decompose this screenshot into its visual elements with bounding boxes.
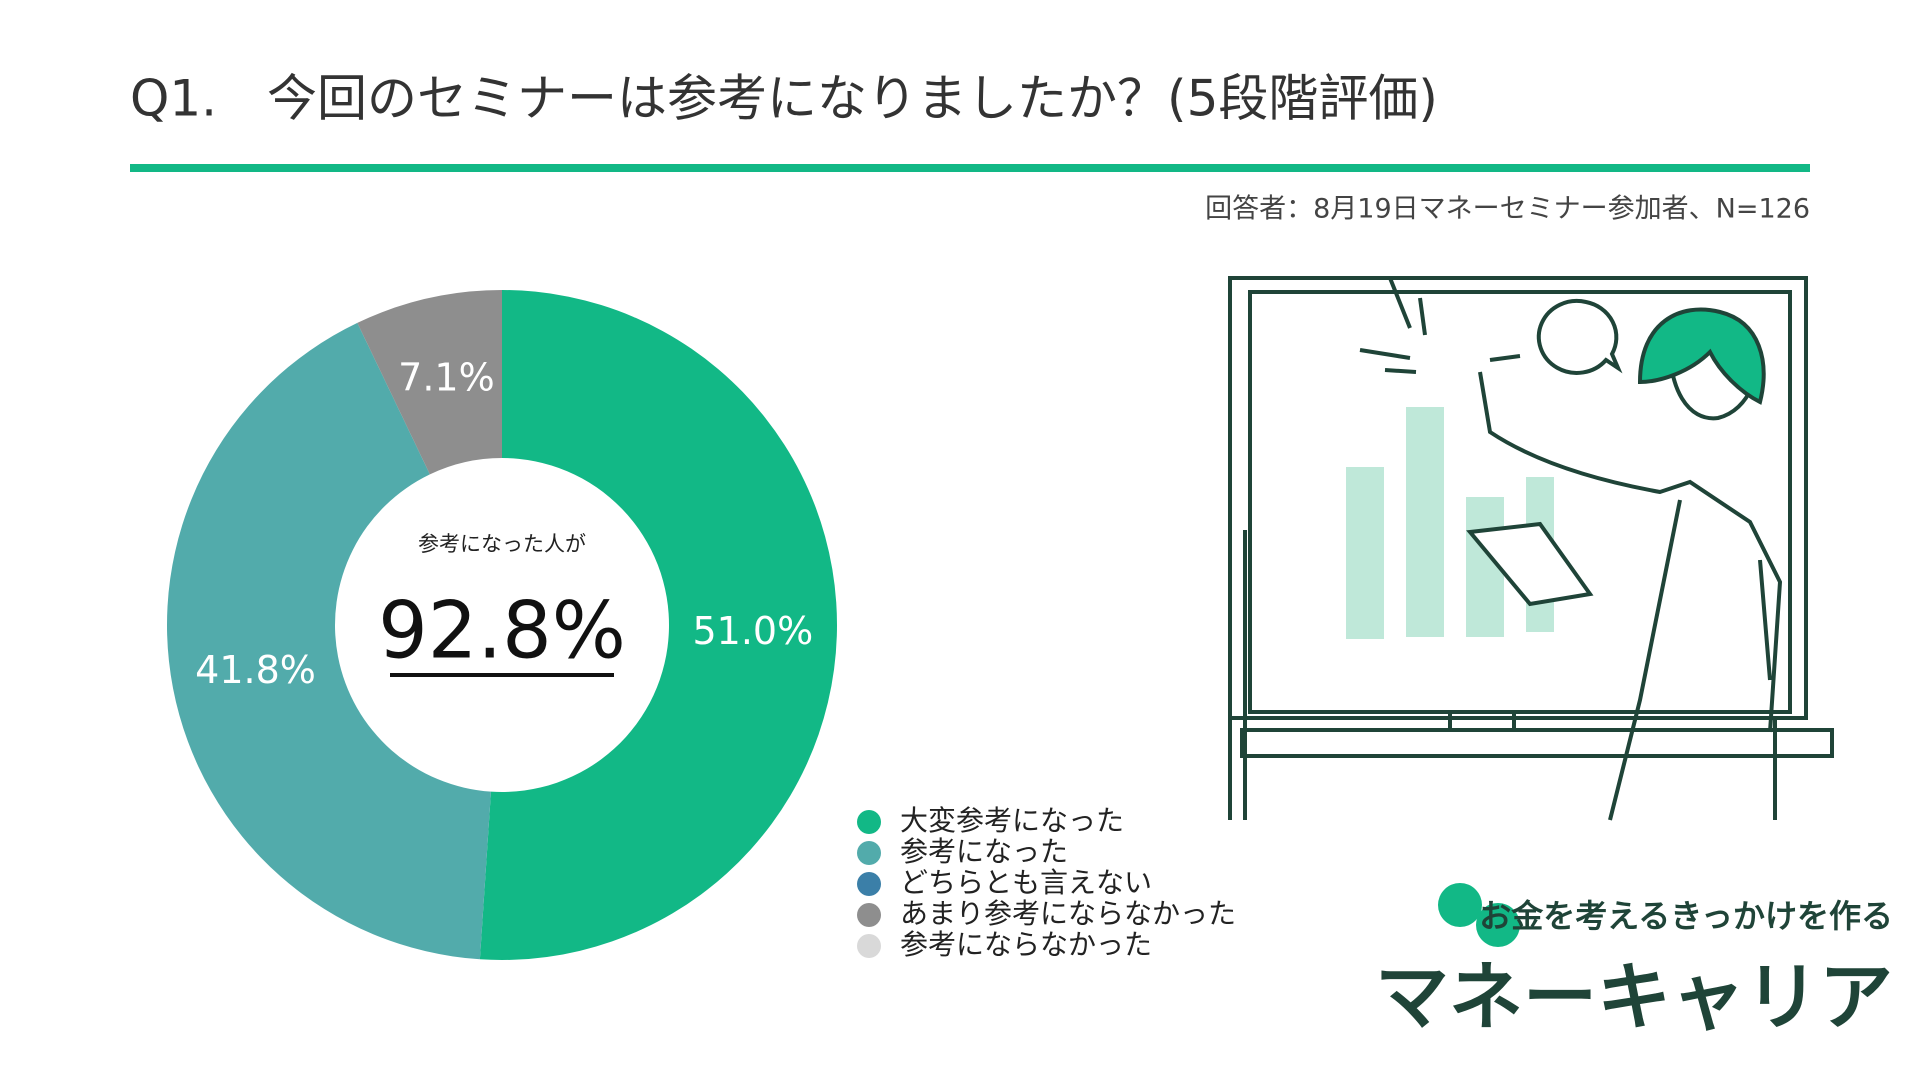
value-label: 41.8% [195,648,316,692]
illustration [1228,276,1834,821]
legend-label: 参考にならなかった [900,928,1152,961]
legend-label: どちらとも言えない [900,866,1152,899]
legend-label: 大変参考になった [900,804,1124,837]
legend-label: 参考になった [900,835,1068,868]
logo-name: マネーキャリア [1375,955,1893,1041]
value-label: 7.1% [398,356,495,400]
logo-tagline: お金を考えるきっかけを作る [1479,897,1893,935]
center-value: 92.8% [378,586,626,676]
value-label: 51.0% [693,609,814,653]
legend-swatch [857,841,881,865]
legend-swatch [857,810,881,834]
logo: お金を考えるきっかけを作る マネーキャリア [1375,883,1893,1041]
center-caption: 参考になった人が [418,532,586,556]
logo-badge [1438,883,1482,927]
center-underline [390,673,614,677]
chart-title: Q1. 今回のセミナーは参考になりましたか？(5段階評価) [130,70,1438,128]
legend-swatch [857,872,881,896]
donut-slice [167,322,491,960]
donut-slice [479,290,838,960]
logo-badge [1476,903,1520,947]
legend-swatch [857,934,881,958]
legend-label: あまり参考にならなかった [900,897,1236,930]
title-rule [130,164,1810,172]
donut-slice [357,290,502,475]
chart-subtitle: 回答者：8月19日マネーセミナー参加者、N=126 [1205,194,1810,225]
legend-swatch [857,903,881,927]
